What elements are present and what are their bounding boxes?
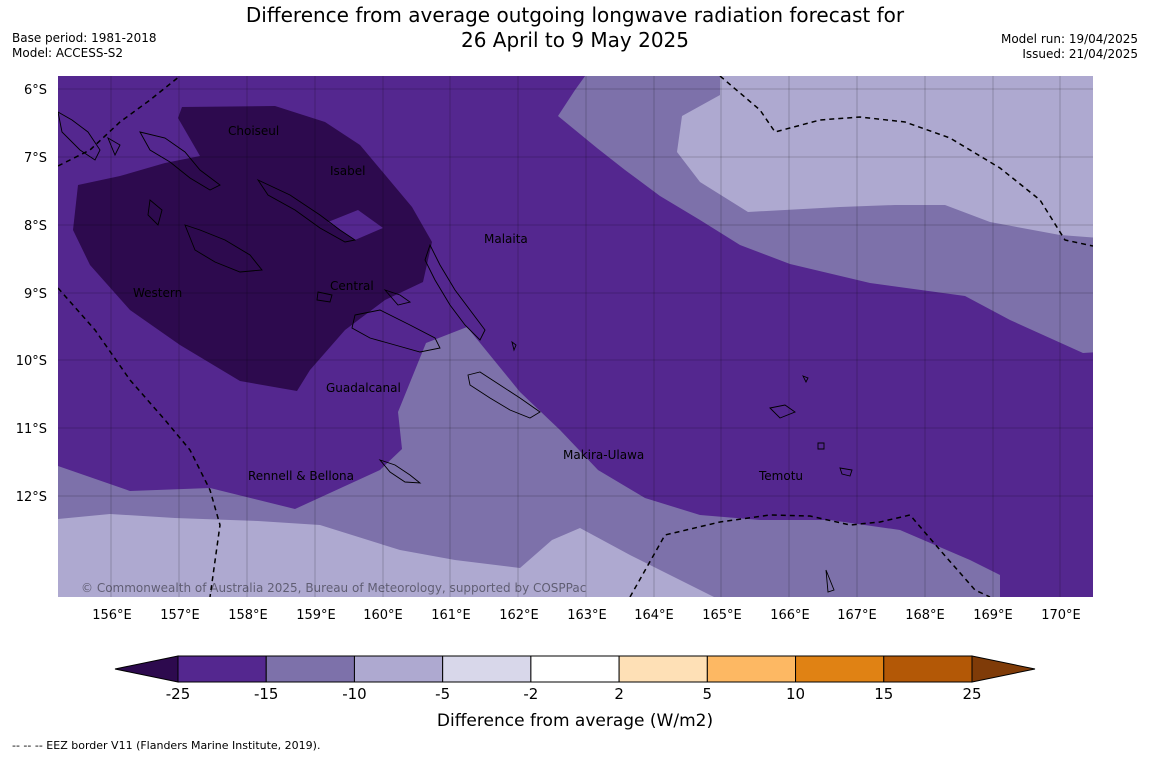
latitude-axis: 6°S 7°S 8°S 9°S 10°S 11°S 12°S xyxy=(16,83,47,505)
lat-tick: 7°S xyxy=(24,151,47,166)
colorbar-tick: 5 xyxy=(703,685,713,703)
label-choiseul: Choiseul xyxy=(228,124,279,138)
colorbar-segment xyxy=(177,655,267,683)
title-line-2: 26 April to 9 May 2025 xyxy=(461,28,689,52)
label-malaita: Malaita xyxy=(484,232,528,246)
colorbar-segment xyxy=(618,655,708,683)
lon-tick: 162°E xyxy=(499,608,539,623)
lon-tick: 163°E xyxy=(567,608,607,623)
label-temotu: Temotu xyxy=(758,469,803,483)
label-makira-ulawa: Makira-Ulawa xyxy=(563,448,644,462)
colorbar-tick: 2 xyxy=(614,685,624,703)
label-rennell-bellona: Rennell & Bellona xyxy=(248,469,354,483)
band-minus25-core xyxy=(73,106,432,391)
graticule xyxy=(58,76,1093,597)
eez-footnote: -- -- -- EEZ border V11 (Flanders Marine… xyxy=(12,739,321,752)
label-guadalcanal: Guadalcanal xyxy=(326,381,401,395)
lon-tick: 158°E xyxy=(228,608,268,623)
label-isabel: Isabel xyxy=(330,164,365,178)
band-hole xyxy=(328,210,383,240)
eez-borders xyxy=(58,76,1093,597)
anomaly-field xyxy=(58,76,1093,597)
colorbar-segment xyxy=(883,655,973,683)
colorbar-segment xyxy=(706,655,797,683)
longitude-axis: 156°E 157°E 158°E 159°E 160°E 161°E 162°… xyxy=(92,608,1081,623)
colorbar-label: Difference from average (W/m2) xyxy=(437,711,713,731)
colorbar-tick: -2 xyxy=(523,685,538,703)
lon-tick: 166°E xyxy=(770,608,810,623)
lon-tick: 170°E xyxy=(1041,608,1081,623)
colorbar-tick-labels: -25 -15 -10 -5 -2 2 5 10 15 25 xyxy=(166,685,982,703)
lon-tick: 167°E xyxy=(837,608,877,623)
lon-tick: 156°E xyxy=(92,608,132,623)
colorbar-extend-low xyxy=(114,655,179,683)
colorbar-tick: -25 xyxy=(166,685,191,703)
colorbar: -25 -15 -10 -5 -2 2 5 10 15 25 Difference from av… xyxy=(114,655,1036,731)
base-period: Base period: 1981-2018 xyxy=(12,31,157,45)
band-minus5-northeast xyxy=(677,76,1093,238)
colorbar-tick: -15 xyxy=(254,685,279,703)
copyright-notice: © Commonwealth of Australia 2025, Bureau… xyxy=(81,581,586,595)
colorbar-tick: -10 xyxy=(342,685,367,703)
lat-tick: 11°S xyxy=(16,422,47,437)
label-central: Central xyxy=(330,279,374,293)
lon-tick: 164°E xyxy=(634,608,674,623)
colorbar-segment xyxy=(530,655,620,683)
lon-tick: 165°E xyxy=(702,608,742,623)
colorbar-segment xyxy=(795,655,885,683)
lat-tick: 12°S xyxy=(16,490,47,505)
model-info: Base period: 1981-2018 Model: ACCESS-S2 xyxy=(12,31,157,61)
lon-tick: 169°E xyxy=(973,608,1013,623)
colorbar-tick: 10 xyxy=(786,685,805,703)
colorbar-extend-high xyxy=(971,655,1036,683)
colorbar-segment xyxy=(353,655,444,683)
issued-date: Issued: 21/04/2025 xyxy=(1022,47,1138,61)
colorbar-segment xyxy=(442,655,532,683)
colorbar-segments xyxy=(177,655,973,683)
colorbar-tick: 25 xyxy=(962,685,981,703)
lon-tick: 161°E xyxy=(431,608,471,623)
lat-tick: 6°S xyxy=(24,83,47,98)
label-western: Western xyxy=(133,286,182,300)
lat-tick: 8°S xyxy=(24,219,47,234)
map-title: Difference from average outgoing longwav… xyxy=(0,3,1150,53)
colorbar-tick: 15 xyxy=(874,685,893,703)
model-run-date: Model run: 19/04/2025 xyxy=(1000,32,1138,46)
colorbar-segment xyxy=(265,655,355,683)
province-labels: Choiseul Isabel Malaita Western Central … xyxy=(133,124,803,483)
colorbar-tick: -5 xyxy=(435,685,450,703)
lon-tick: 159°E xyxy=(296,608,336,623)
lon-tick: 160°E xyxy=(363,608,403,623)
lon-tick: 168°E xyxy=(905,608,945,623)
run-info: Model run: 19/04/2025 Issued: 21/04/2025 xyxy=(1001,32,1138,62)
lat-tick: 9°S xyxy=(24,287,47,302)
band-minus5-southwest xyxy=(58,514,714,597)
lon-tick: 157°E xyxy=(160,608,200,623)
title-line-1: Difference from average outgoing longwav… xyxy=(245,3,905,27)
coastlines xyxy=(58,111,853,593)
lat-tick: 10°S xyxy=(16,354,47,369)
model-name: Model: ACCESS-S2 xyxy=(12,46,124,60)
